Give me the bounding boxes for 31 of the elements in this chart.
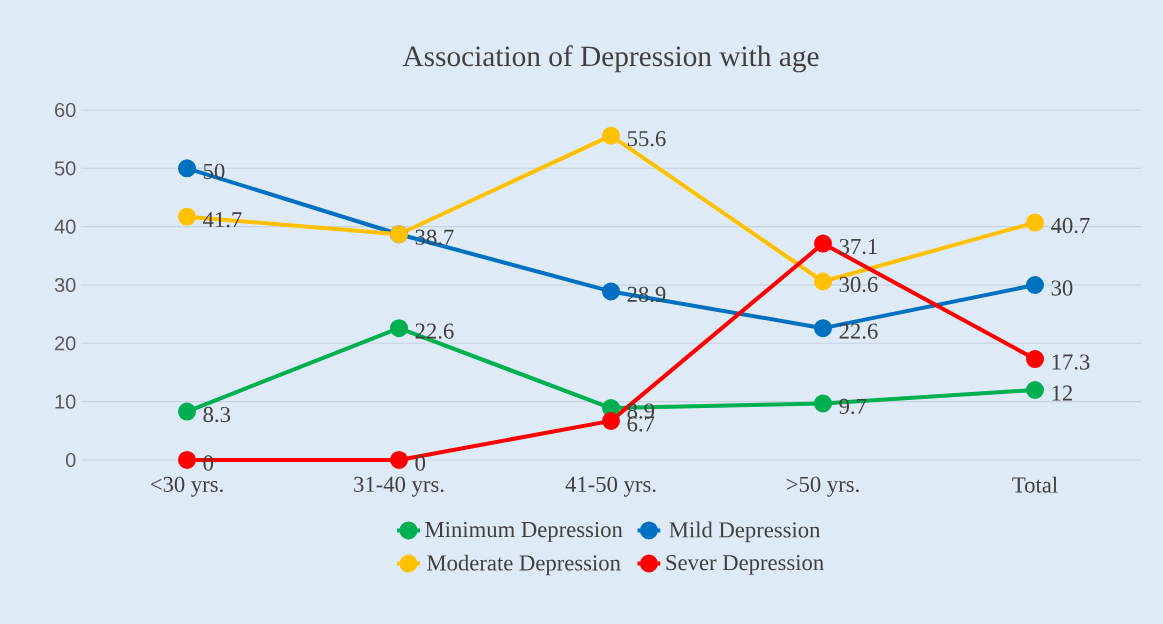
- y-tick-label: 10: [55, 394, 76, 409]
- x-tick-label: 31-40 yrs.: [354, 476, 444, 497]
- data-label: 17.3: [1052, 354, 1090, 370]
- x-tick-label: Total: [1012, 476, 1058, 493]
- x-tick-label: >50 yrs.: [786, 476, 859, 497]
- data-label: 22.6: [415, 323, 454, 339]
- data-label: 37.1: [839, 238, 877, 255]
- y-tick-label: 0: [65, 452, 76, 468]
- y-tick-label: 40: [54, 219, 76, 234]
- chart-title: Association of Depression with age: [402, 45, 819, 73]
- legend-label: Mild Depression: [669, 521, 821, 543]
- y-tick-label: 30: [54, 277, 76, 293]
- data-label: 8.3: [203, 406, 231, 423]
- data-label: 40.7: [1051, 217, 1090, 234]
- data-label: 30: [1051, 280, 1073, 296]
- y-tick-label: 60: [55, 102, 76, 118]
- x-tick-label: 41-50 yrs.: [565, 476, 656, 497]
- y-tick-label: 20: [55, 336, 76, 351]
- data-label: 9.7: [839, 398, 867, 415]
- data-label: 41.7: [203, 212, 242, 228]
- x-tick-label: <30 yrs.: [150, 476, 223, 497]
- data-label: 38.7: [415, 229, 454, 245]
- legend-label: Moderate Depression: [427, 554, 621, 576]
- data-label: 22.6: [839, 323, 878, 339]
- y-tick-label: 50: [54, 161, 76, 176]
- data-label: 55.6: [627, 130, 666, 147]
- data-label: 30.6: [839, 276, 878, 293]
- data-label: 12: [1052, 385, 1073, 401]
- legend-label: Minimum Depression: [425, 521, 623, 542]
- legend-label: Sever Depression: [666, 555, 824, 575]
- data-label: 0: [415, 455, 426, 471]
